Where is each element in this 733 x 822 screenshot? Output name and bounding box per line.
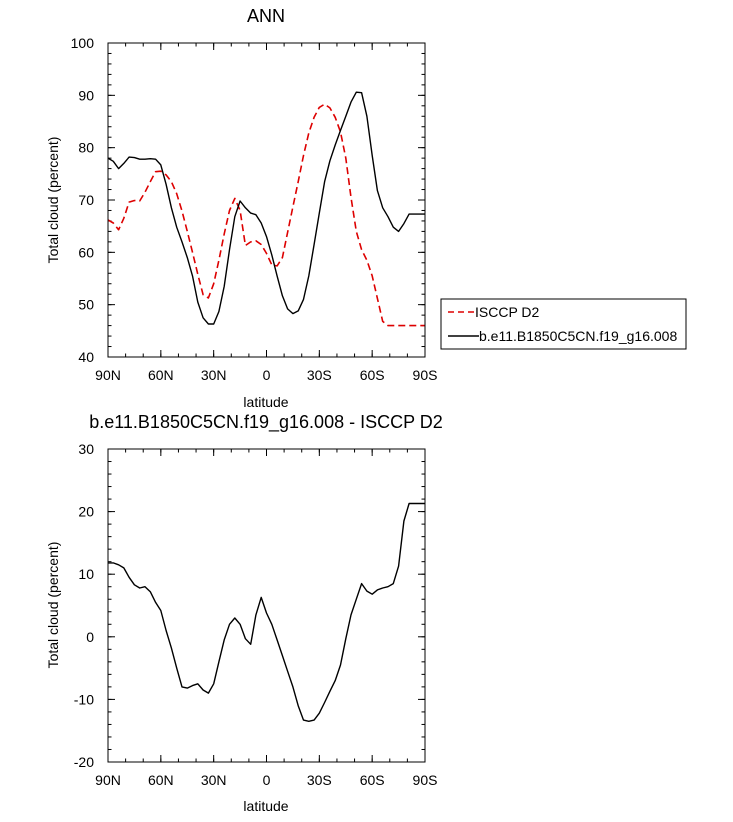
x-tick-label: 60S: [360, 772, 385, 788]
x-tick-label: 0: [263, 367, 271, 383]
x-tick-label: 0: [263, 772, 271, 788]
series-line-0-0: [107, 103, 425, 327]
top-chart-title: ANN: [247, 6, 285, 26]
x-tick-label: 60N: [148, 772, 174, 788]
legend-label-model: b.e11.B1850C5CN.f19_g16.008: [479, 328, 677, 344]
legend-box: [440, 298, 687, 350]
x-tick-label: 30N: [201, 367, 227, 383]
y-tick-label: 20: [78, 504, 94, 520]
bottom-chart-title: b.e11.B1850C5CN.f19_g16.008 - ISCCP D2: [89, 412, 443, 433]
y-tick-label: 90: [78, 87, 94, 103]
top-plot-frame: [107, 42, 426, 358]
legend: ISCCP D2 b.e11.B1850C5CN.f19_g16.008: [440, 298, 687, 350]
x-tick-label: 30S: [307, 367, 332, 383]
x-tick-label: 60S: [360, 367, 385, 383]
bottom-plot-frame: [107, 448, 426, 763]
x-tick-label: 90S: [413, 367, 438, 383]
bottom-x-axis-label: latitude: [243, 798, 288, 814]
y-tick-label: 100: [71, 35, 95, 51]
y-tick-label: -10: [74, 691, 94, 707]
top-panel: ANN 40 50 60 70 80 90 100 90N 60N 30N 0 30S 60S 90S l…: [45, 6, 437, 410]
x-tick-label: 90N: [95, 367, 121, 383]
legend-label-isccp: ISCCP D2: [475, 304, 540, 320]
x-tick-label: 30S: [307, 772, 332, 788]
x-tick-label: 30N: [201, 772, 227, 788]
y-tick-label: -20: [74, 754, 94, 770]
y-tick-label: 0: [86, 629, 94, 645]
x-tick-label: 90S: [413, 772, 438, 788]
bottom-axes: -20 -10 0 10 20 30 90N 60N 30N 0 30S 60S 90S: [74, 441, 438, 788]
y-tick-label: 70: [78, 192, 94, 208]
top-x-axis-label: latitude: [243, 394, 288, 410]
bottom-panel: b.e11.B1850C5CN.f19_g16.008 - ISCCP D2 -…: [45, 412, 443, 814]
y-tick-label: 10: [78, 566, 94, 582]
top-y-axis-label: Total cloud (percent): [45, 137, 61, 264]
y-tick-label: 30: [78, 441, 94, 457]
top-axes: 40 50 60 70 80 90 100 90N 60N 30N 0 30S 60S 90S: [71, 35, 438, 383]
y-tick-label: 50: [78, 297, 94, 313]
series-line-0-1: [107, 91, 425, 325]
top-series-group: [107, 91, 425, 327]
x-tick-label: 60N: [148, 367, 174, 383]
y-tick-label: 60: [78, 244, 94, 260]
bottom-series-group: [108, 502, 425, 722]
series-line-1-0: [108, 502, 425, 722]
y-tick-label: 80: [78, 140, 94, 156]
y-tick-label: 40: [78, 349, 94, 365]
x-tick-label: 90N: [95, 772, 121, 788]
bottom-y-axis-label: Total cloud (percent): [45, 542, 61, 669]
